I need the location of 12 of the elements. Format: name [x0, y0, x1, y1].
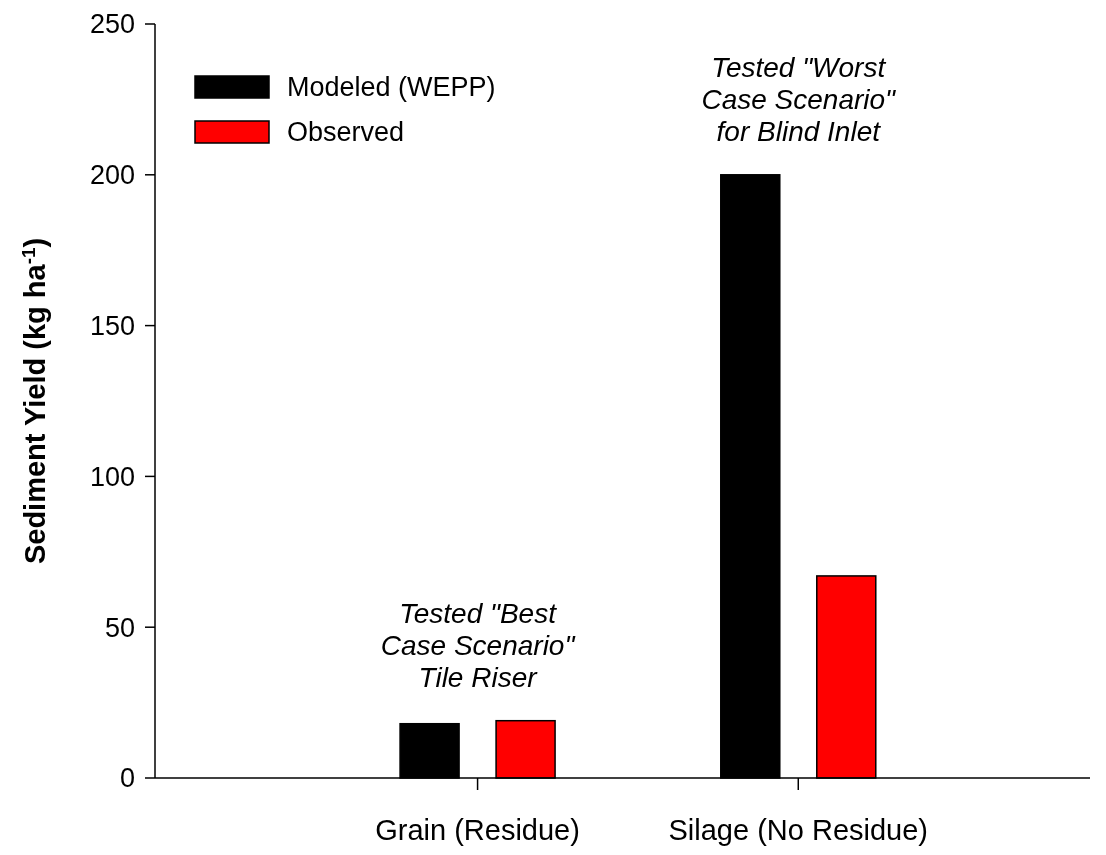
- y-tick-label: 150: [89, 311, 135, 342]
- y-tick-label: 200: [89, 160, 135, 191]
- annotation: Tested "Worst Case Scenario" for Blind Inlet: [701, 51, 897, 147]
- x-tick-label: Silage (No Residue): [668, 814, 929, 846]
- y-tick-label: 50: [104, 612, 135, 643]
- legend-label: Modeled (WEPP): [287, 72, 496, 103]
- legend-label: Observed: [287, 117, 405, 148]
- y-tick-label: 250: [89, 9, 135, 40]
- y-tick-label: 100: [89, 461, 135, 492]
- y-tick-label: 0: [119, 763, 135, 794]
- x-tick-label: Grain (Residue): [375, 814, 580, 846]
- annotation: Tested "Best Case Scenario" Tile Riser: [380, 597, 576, 693]
